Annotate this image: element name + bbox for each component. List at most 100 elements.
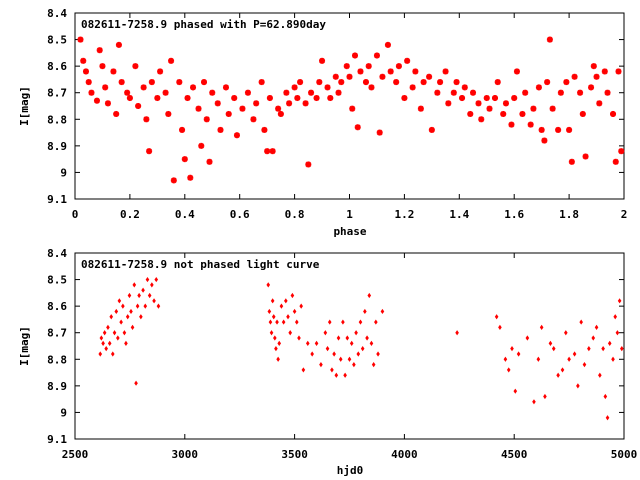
data-point [147, 292, 152, 299]
data-point [98, 351, 103, 357]
data-point [277, 340, 282, 346]
data-point [140, 84, 147, 91]
data-point [150, 282, 154, 288]
data-point [343, 63, 350, 70]
data-point [426, 73, 433, 80]
data-point [308, 89, 315, 96]
data-point [165, 110, 172, 117]
data-point [563, 79, 570, 86]
data-point [284, 298, 288, 304]
data-point [201, 79, 208, 86]
data-point [354, 330, 358, 336]
data-point [266, 282, 271, 288]
data-point [102, 330, 107, 336]
data-point [459, 95, 466, 102]
y-tick-labels: 8.4 8.5 8.6 8.7 8.8 8.9 9 9.1 [47, 7, 624, 206]
data-point [357, 68, 364, 75]
data-point [279, 303, 284, 309]
data-point [305, 161, 312, 168]
data-point [576, 383, 580, 389]
x-tick-label: 0.4 [175, 208, 195, 221]
data-point [269, 148, 276, 155]
data-point [203, 116, 210, 123]
data-point [620, 346, 624, 352]
data-point [286, 314, 290, 320]
data-point [117, 298, 122, 304]
data-point [305, 340, 310, 346]
data-point [384, 41, 391, 48]
data-point [80, 57, 87, 64]
data-point [508, 121, 515, 128]
data-point [555, 126, 562, 133]
data-point [258, 79, 265, 86]
data-point [118, 79, 125, 86]
x-axis-label: hjd0 [337, 464, 364, 477]
data-point [154, 95, 161, 102]
data-point [143, 116, 150, 123]
data-point [603, 393, 608, 400]
data-point [568, 158, 575, 165]
data-point [143, 303, 148, 309]
data-point [338, 356, 343, 362]
data-point [198, 142, 205, 149]
data-point [286, 100, 293, 107]
data-point [181, 156, 188, 163]
data-point [99, 335, 104, 341]
data-point [376, 129, 383, 136]
data-point [582, 362, 587, 368]
x-axis-label: phase [333, 225, 366, 238]
data-point [288, 330, 293, 336]
data-point [571, 73, 578, 80]
data-point [536, 356, 541, 362]
data-point [110, 68, 117, 75]
data-point [362, 79, 369, 86]
data-point [113, 110, 120, 117]
y-tick-label: 8.6 [47, 300, 67, 313]
data-point [486, 105, 493, 112]
data-point [264, 148, 271, 155]
y-tick-label: 8.8 [47, 113, 67, 126]
data-point [352, 362, 356, 368]
data-point [127, 292, 132, 299]
data-point [363, 308, 367, 315]
data-point [214, 100, 221, 107]
data-point [615, 68, 622, 75]
chart-title: 082611-7258.9 phased with P=62.890day [81, 18, 326, 31]
data-point [404, 57, 411, 64]
data-point [187, 174, 194, 181]
data-point [85, 79, 92, 86]
data-point [617, 298, 622, 304]
data-point [434, 89, 441, 96]
data-point [281, 319, 286, 325]
data-point [522, 89, 529, 96]
data-point [369, 340, 374, 346]
data-point [125, 314, 130, 320]
data-point [371, 362, 376, 368]
data-point [301, 367, 306, 373]
data-point [239, 105, 246, 112]
y-tick-label: 9.1 [47, 193, 67, 206]
data-point [420, 79, 427, 86]
x-tick-label: 0 [72, 208, 79, 221]
data-point [453, 79, 460, 86]
data-point [604, 89, 611, 96]
data-point [587, 346, 591, 352]
data-point [332, 351, 336, 357]
y-tick-label: 8.7 [47, 327, 67, 340]
data-point [168, 57, 175, 64]
data-point [269, 330, 274, 336]
data-point [283, 89, 290, 96]
data-point [491, 95, 498, 102]
data-point [88, 89, 95, 96]
data-point [401, 95, 408, 102]
data-point [101, 340, 105, 346]
data-point [346, 73, 353, 80]
data-point [461, 84, 468, 91]
y-tick-label: 8.5 [47, 34, 67, 47]
data-point [618, 148, 625, 155]
data-point [319, 362, 323, 368]
data-point [367, 292, 372, 299]
data-point [368, 84, 375, 91]
data-point [594, 324, 599, 330]
x-tick-label: 2500 [62, 448, 89, 461]
